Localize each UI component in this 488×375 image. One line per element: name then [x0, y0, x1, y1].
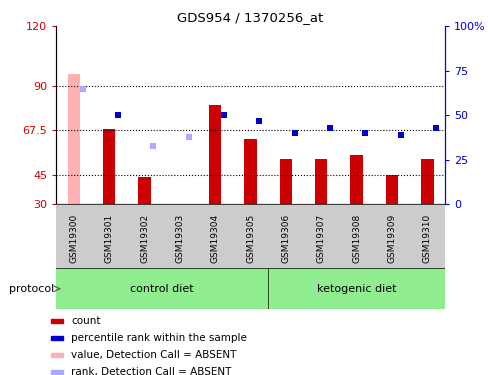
Bar — [50, 336, 62, 340]
Bar — [303, 204, 338, 268]
Text: percentile rank within the sample: percentile rank within the sample — [71, 333, 246, 343]
Bar — [50, 353, 62, 357]
Text: control diet: control diet — [130, 284, 194, 294]
Bar — [103, 129, 115, 204]
Bar — [385, 175, 397, 204]
Text: GSM19302: GSM19302 — [140, 214, 149, 263]
Bar — [338, 204, 373, 268]
Bar — [350, 155, 362, 204]
Text: GSM19300: GSM19300 — [69, 214, 78, 263]
Bar — [50, 319, 62, 323]
Bar — [420, 159, 433, 204]
Text: GSM19304: GSM19304 — [210, 214, 219, 263]
Text: count: count — [71, 316, 100, 326]
Bar — [197, 204, 232, 268]
Text: GSM19306: GSM19306 — [281, 214, 290, 263]
Title: GDS954 / 1370256_at: GDS954 / 1370256_at — [177, 11, 323, 24]
Bar — [268, 268, 444, 309]
Bar — [50, 370, 62, 374]
Bar — [268, 204, 303, 268]
Text: GSM19308: GSM19308 — [351, 214, 361, 263]
Bar — [56, 204, 91, 268]
Bar — [373, 204, 409, 268]
Text: GSM19309: GSM19309 — [386, 214, 396, 263]
Text: value, Detection Call = ABSENT: value, Detection Call = ABSENT — [71, 350, 236, 360]
Bar — [91, 204, 127, 268]
Bar — [409, 204, 444, 268]
Bar — [232, 204, 268, 268]
Text: GSM19305: GSM19305 — [245, 214, 255, 263]
Text: ketogenic diet: ketogenic diet — [316, 284, 396, 294]
Bar — [244, 139, 256, 204]
Text: GSM19307: GSM19307 — [316, 214, 325, 263]
Text: rank, Detection Call = ABSENT: rank, Detection Call = ABSENT — [71, 368, 231, 375]
Bar — [67, 74, 80, 204]
Bar — [209, 105, 221, 204]
Bar — [138, 177, 150, 204]
Text: GSM19303: GSM19303 — [175, 214, 184, 263]
Text: protocol: protocol — [9, 284, 54, 294]
Bar — [127, 204, 162, 268]
Bar — [162, 204, 197, 268]
Bar — [314, 159, 327, 204]
Bar — [56, 268, 268, 309]
Text: GSM19310: GSM19310 — [422, 214, 431, 263]
Bar — [279, 159, 291, 204]
Text: GSM19301: GSM19301 — [104, 214, 114, 263]
